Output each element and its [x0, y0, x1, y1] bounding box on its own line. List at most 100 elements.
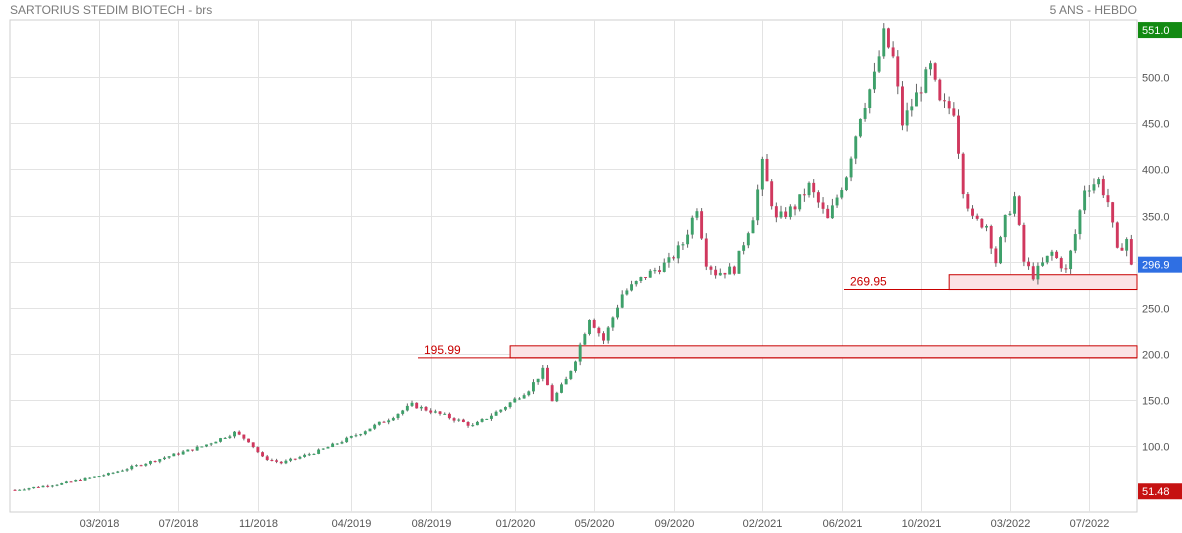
candle-body: [1013, 196, 1017, 214]
candle-body: [307, 454, 311, 456]
candle-body: [349, 436, 353, 438]
candle-body: [433, 411, 437, 413]
candle-body: [251, 442, 255, 448]
candle-body: [985, 226, 988, 228]
candle-body: [167, 456, 171, 458]
candle-body: [709, 266, 713, 270]
candle-body: [886, 28, 890, 48]
candle-body: [658, 270, 662, 272]
candle-body: [1036, 265, 1040, 280]
y-tick-label: 200.0: [1142, 350, 1170, 362]
y-tick-label: 450.0: [1142, 119, 1170, 131]
candle-body: [751, 220, 755, 234]
candle-body: [830, 205, 834, 219]
candle-body: [195, 446, 199, 451]
candle-body: [620, 294, 624, 308]
candlesticks: [13, 23, 1133, 491]
candle-body: [335, 443, 339, 445]
candle-body: [1078, 210, 1082, 235]
candle-body: [200, 446, 204, 448]
low-price-badge-text: 51.48: [1142, 486, 1170, 498]
candle-body: [994, 248, 998, 264]
level-label: 195.99: [424, 343, 461, 357]
candle-body: [606, 327, 610, 341]
candle-body: [1111, 202, 1115, 223]
candle-body: [345, 437, 349, 443]
candle-body: [676, 245, 680, 259]
candle-body: [480, 418, 484, 422]
candle-body: [120, 470, 124, 472]
candle-body: [849, 158, 853, 178]
high-price-badge: [1138, 22, 1182, 39]
last-price-badge: [1138, 256, 1182, 273]
candle-body: [312, 453, 316, 455]
candle-body: [134, 465, 138, 467]
candle-body: [46, 485, 50, 487]
candle-body: [943, 100, 946, 102]
candle-body: [667, 257, 671, 263]
candle-body: [125, 469, 129, 471]
candle-body: [1106, 195, 1110, 203]
candle-body: [452, 418, 456, 421]
candle-body: [293, 458, 297, 460]
candle-body: [50, 485, 54, 487]
candle-body: [569, 370, 573, 379]
candle-body: [1087, 190, 1091, 192]
candle-body: [905, 110, 909, 126]
candle-body: [966, 194, 970, 209]
x-tick-label: 04/2019: [332, 518, 372, 530]
candle-body: [391, 418, 395, 421]
candle-body: [158, 459, 162, 462]
candle-body: [634, 280, 638, 285]
candle-body: [798, 194, 802, 210]
candle-body: [111, 472, 115, 474]
candle-body: [247, 438, 250, 443]
candle-body: [298, 456, 302, 459]
candle-body: [788, 206, 792, 218]
x-tick-label: 05/2020: [575, 518, 615, 530]
candle-body: [242, 434, 246, 439]
y-tick-label: 150.0: [1142, 396, 1170, 408]
support-zone: [948, 274, 1138, 291]
candle-body: [237, 431, 241, 435]
candle-body: [784, 211, 788, 218]
candle-body: [443, 413, 447, 415]
chart-grid: [9, 19, 1138, 513]
candle-body: [1115, 222, 1119, 248]
candle-body: [219, 438, 222, 442]
candle-body: [279, 461, 283, 464]
candle-body: [139, 465, 143, 467]
candle-body: [1083, 190, 1087, 211]
candle-body: [1027, 261, 1031, 267]
candle-body: [578, 344, 582, 362]
candle-body: [527, 391, 531, 396]
candle-body: [321, 448, 325, 450]
candle-body: [854, 136, 858, 159]
candle-body: [1092, 184, 1096, 191]
candle-body: [877, 56, 881, 72]
candle-body: [64, 481, 68, 484]
candle-body: [1125, 239, 1129, 251]
candle-body: [83, 477, 87, 481]
candle-body: [18, 489, 22, 491]
candle-body: [882, 28, 886, 57]
candle-body: [536, 378, 540, 383]
candle-body: [60, 483, 64, 485]
x-tick-label: 07/2022: [1070, 518, 1110, 530]
candle-body: [172, 453, 176, 457]
candle-body: [728, 266, 732, 275]
candle-body: [616, 307, 619, 318]
candle-body: [354, 435, 358, 437]
chart-period: 5 ANS - HEBDO: [1049, 3, 1137, 17]
candle-body: [508, 402, 512, 408]
candle-body: [807, 182, 811, 196]
candle-body: [401, 410, 405, 414]
candle-body: [485, 418, 489, 420]
candle-body: [317, 449, 321, 454]
candle-body: [938, 79, 942, 101]
candle-body: [625, 290, 629, 295]
level-label: 269.95: [850, 275, 887, 289]
support-zones: [418, 274, 1138, 359]
candle-body: [550, 385, 554, 402]
